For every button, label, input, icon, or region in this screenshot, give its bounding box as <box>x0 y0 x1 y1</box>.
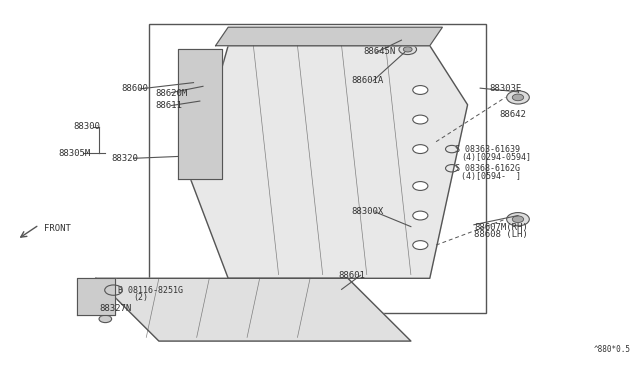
Text: 88305M: 88305M <box>58 149 90 158</box>
Text: 88608 (LH): 88608 (LH) <box>474 230 527 239</box>
Polygon shape <box>77 278 115 315</box>
Text: ^880*0.5: ^880*0.5 <box>593 345 630 354</box>
Text: 88601: 88601 <box>339 271 365 280</box>
Text: FRONT: FRONT <box>44 224 71 233</box>
Text: (2): (2) <box>134 293 148 302</box>
Text: 88300X: 88300X <box>351 207 383 217</box>
Text: 88607M(RH): 88607M(RH) <box>474 223 527 232</box>
Circle shape <box>413 211 428 220</box>
Text: S 08363-61639: S 08363-61639 <box>455 145 520 154</box>
Text: 88620M: 88620M <box>156 89 188 98</box>
Circle shape <box>413 115 428 124</box>
Text: 88611: 88611 <box>156 101 182 110</box>
Text: (4)[0594-  ]: (4)[0594- ] <box>461 171 521 180</box>
Text: 88320: 88320 <box>111 154 138 163</box>
Text: 88601A: 88601A <box>351 76 383 85</box>
Circle shape <box>507 91 529 104</box>
Polygon shape <box>96 278 411 341</box>
Bar <box>149 23 486 313</box>
Circle shape <box>403 47 412 52</box>
Polygon shape <box>178 49 222 179</box>
Circle shape <box>512 94 524 101</box>
Text: 88327N: 88327N <box>99 304 131 313</box>
Circle shape <box>413 182 428 190</box>
Text: 88300: 88300 <box>74 122 100 131</box>
Circle shape <box>99 284 111 291</box>
Circle shape <box>413 86 428 94</box>
Text: 88303E: 88303E <box>490 84 522 93</box>
Text: 88645N: 88645N <box>364 47 396 56</box>
Text: 88600: 88600 <box>121 84 148 93</box>
Polygon shape <box>216 27 442 46</box>
Circle shape <box>99 315 111 323</box>
Circle shape <box>385 34 405 46</box>
Text: S 08368-6162G: S 08368-6162G <box>455 164 520 173</box>
Circle shape <box>399 44 417 55</box>
Text: B 08116-8251G: B 08116-8251G <box>118 286 183 295</box>
Circle shape <box>507 212 529 226</box>
Text: 88642: 88642 <box>499 109 526 119</box>
Text: (4)[0294-0594]: (4)[0294-0594] <box>461 153 531 162</box>
Circle shape <box>413 145 428 154</box>
Polygon shape <box>190 46 468 278</box>
Circle shape <box>413 241 428 250</box>
Circle shape <box>390 37 400 43</box>
Circle shape <box>512 216 524 222</box>
